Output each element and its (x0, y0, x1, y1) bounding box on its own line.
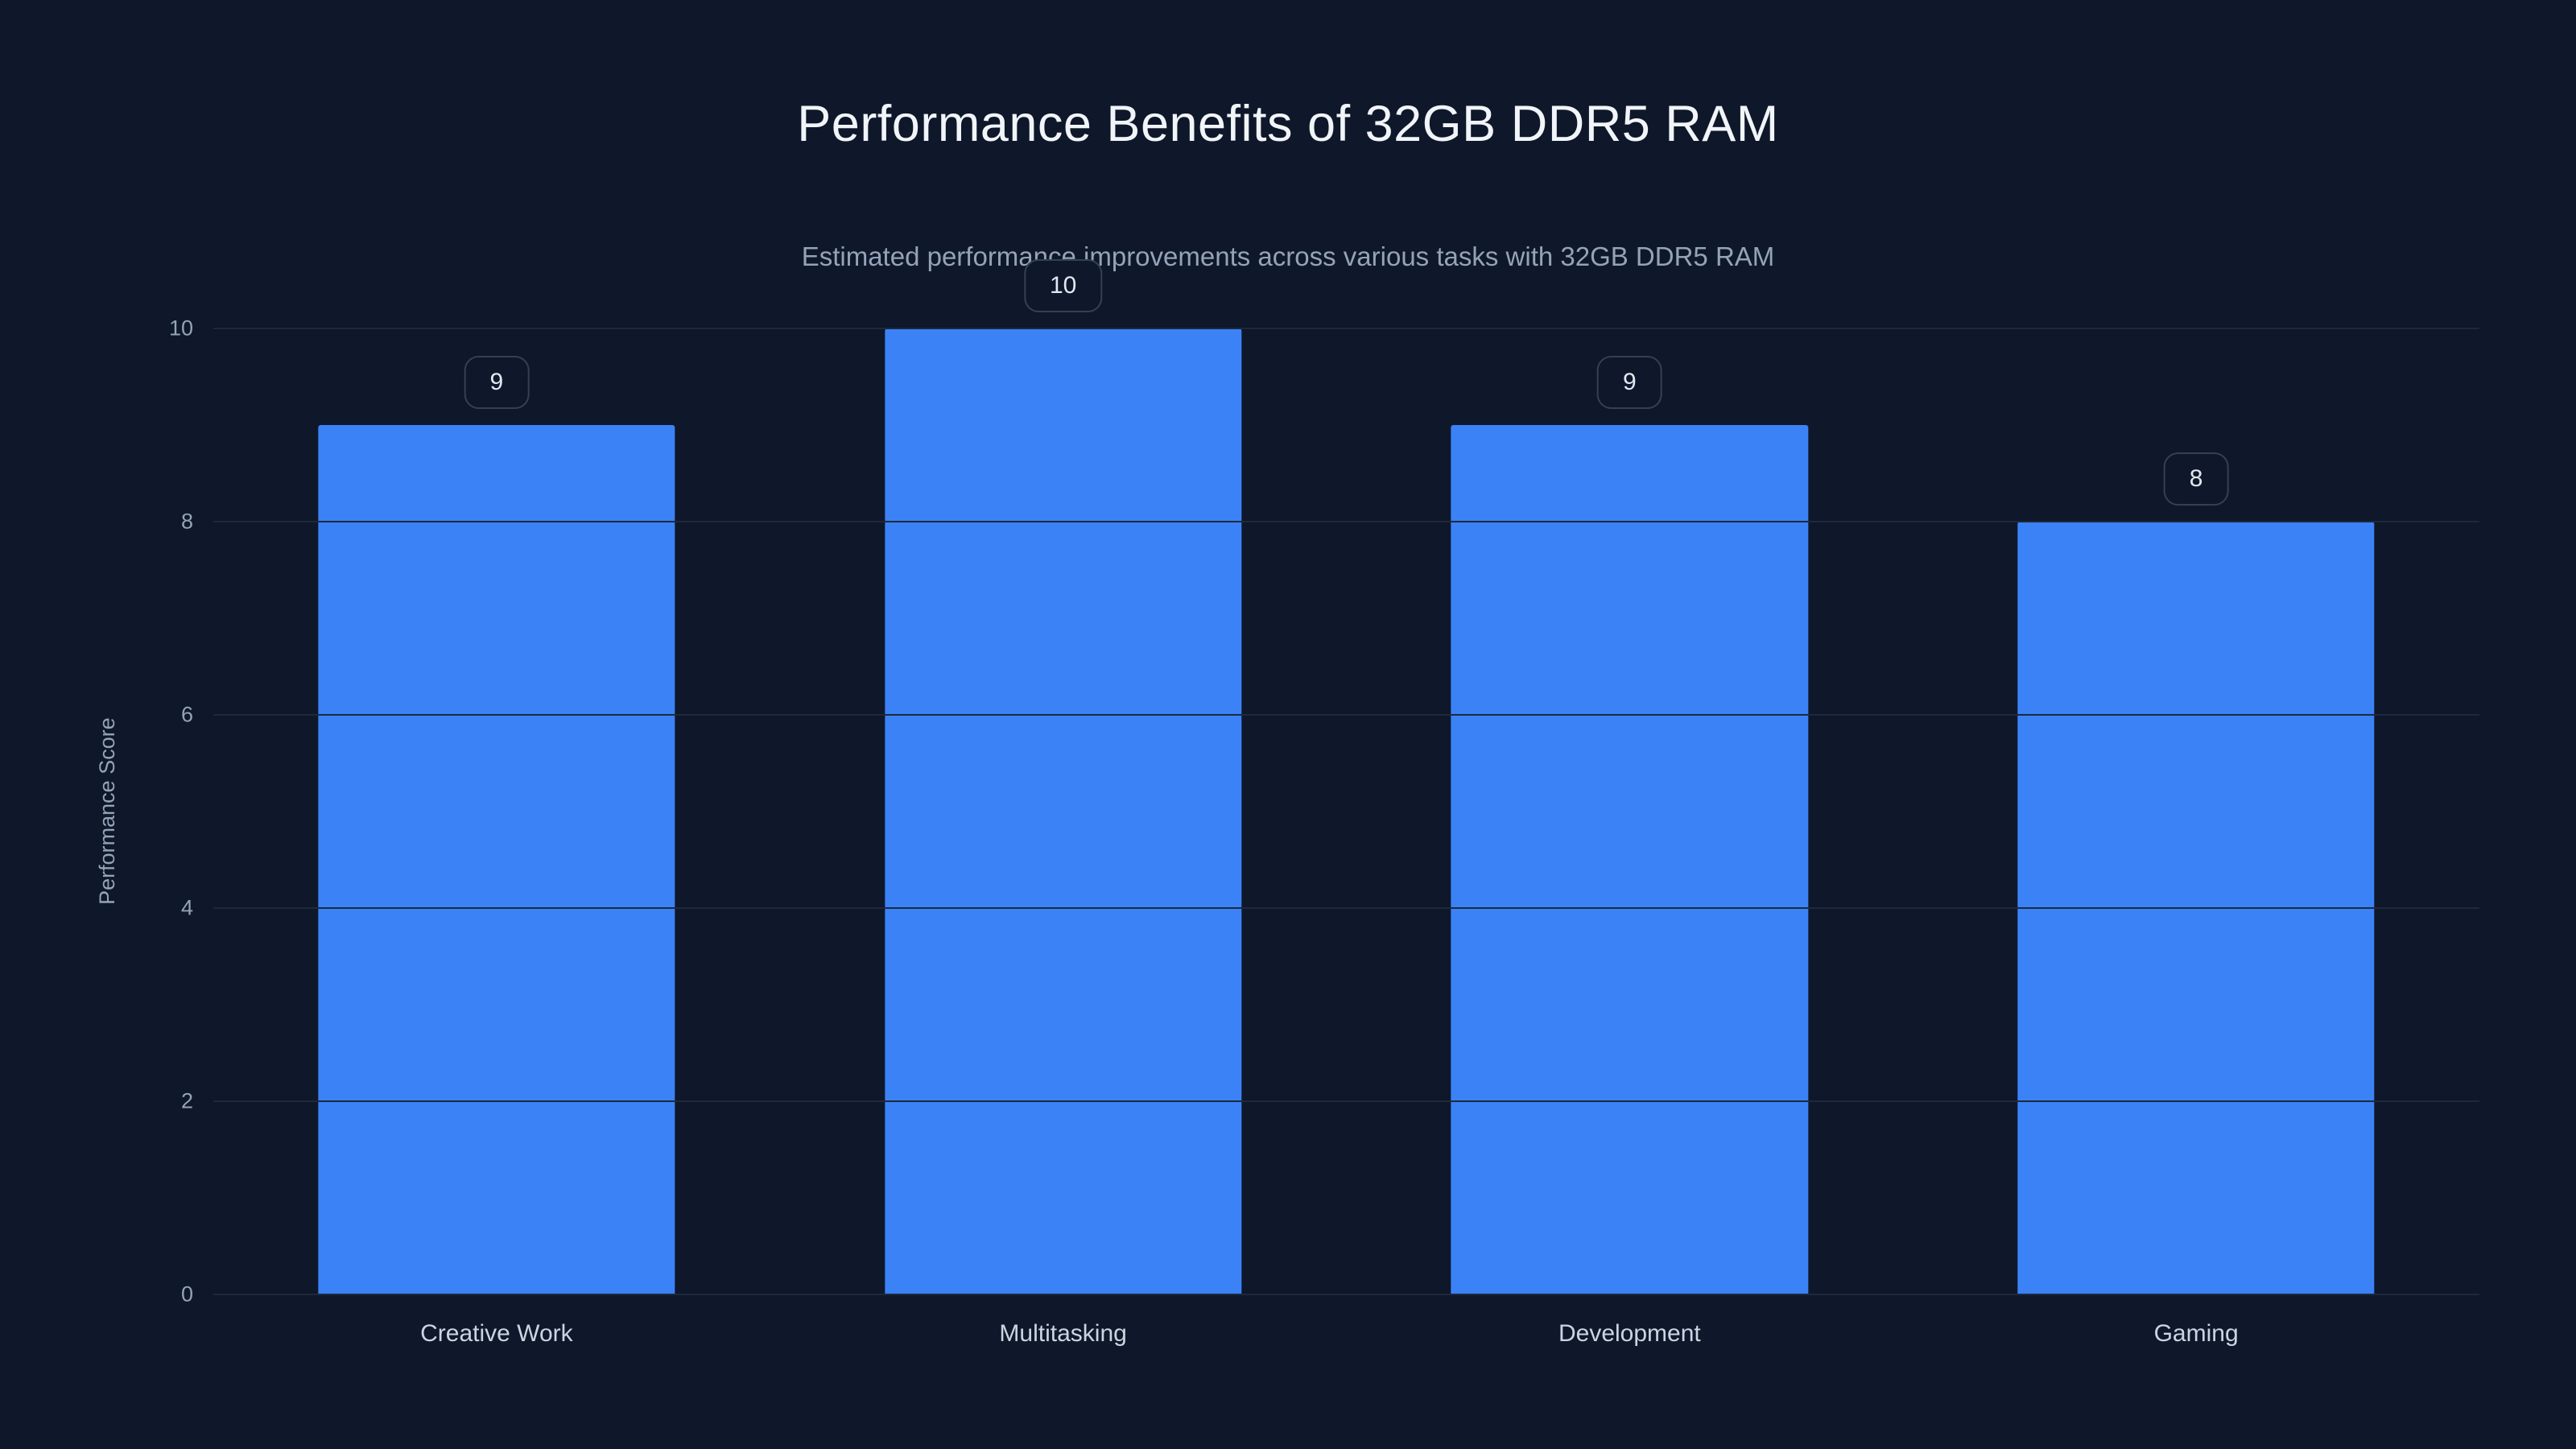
x-axis-labels: Creative Work Multitasking Development Gami… (213, 1320, 2479, 1348)
value-badge: 8 (2163, 452, 2229, 506)
y-axis-title: Performance Score (95, 717, 119, 906)
y-tick-label: 8 (180, 509, 193, 534)
x-axis-label: Creative Work (420, 1320, 573, 1347)
x-axis-label: Multitasking (999, 1320, 1127, 1347)
bar-series: 9 10 9 8 (213, 259, 2479, 1294)
gridline (213, 1294, 2479, 1295)
bar-group: 9 (213, 328, 780, 1294)
gridline (213, 714, 2479, 716)
value-badge: 10 (1023, 259, 1103, 312)
bar-group: 9 (1347, 328, 1913, 1294)
x-axis-label: Gaming (2153, 1320, 2239, 1347)
x-axis-label: Development (1558, 1320, 1701, 1347)
gridline (213, 1100, 2479, 1102)
bar-group: 8 (1913, 328, 2479, 1294)
bar-group: 10 (780, 259, 1347, 1294)
bar (884, 328, 1242, 1294)
value-badge: 9 (1597, 356, 1662, 409)
bar (1451, 425, 1809, 1294)
gridline (213, 328, 2479, 329)
chart-title: Performance Benefits of 32GB DDR5 RAM (797, 96, 1779, 152)
chart-subtitle: Estimated performance improvements acros… (801, 242, 1775, 271)
y-tick-label: 10 (168, 316, 193, 341)
plot-area: 9 10 9 8 0 2 4 6 8 10 (169, 259, 2479, 1307)
y-tick-label: 4 (180, 895, 193, 920)
y-tick-label: 0 (180, 1282, 193, 1307)
value-badge: 9 (464, 356, 530, 409)
gridline (213, 907, 2479, 909)
y-tick-label: 2 (180, 1088, 193, 1113)
y-tick-label: 6 (180, 702, 193, 727)
gridline (213, 521, 2479, 522)
bar (318, 425, 675, 1294)
